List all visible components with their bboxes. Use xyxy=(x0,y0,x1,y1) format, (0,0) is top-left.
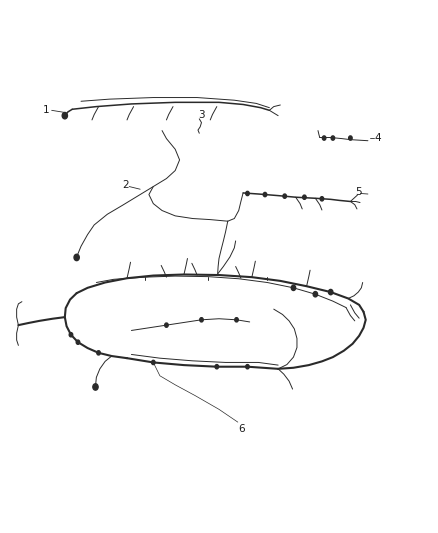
Circle shape xyxy=(328,289,333,295)
Circle shape xyxy=(331,136,335,140)
Circle shape xyxy=(303,195,306,199)
Circle shape xyxy=(320,197,324,201)
Circle shape xyxy=(263,192,267,197)
Circle shape xyxy=(152,360,155,365)
Circle shape xyxy=(69,333,73,337)
Circle shape xyxy=(246,365,249,369)
Circle shape xyxy=(93,384,98,390)
Circle shape xyxy=(62,112,67,119)
Circle shape xyxy=(74,254,79,261)
Text: 2: 2 xyxy=(122,181,128,190)
Text: 6: 6 xyxy=(238,424,244,433)
Circle shape xyxy=(349,136,352,140)
Text: 3: 3 xyxy=(198,110,205,119)
Circle shape xyxy=(215,365,219,369)
Circle shape xyxy=(322,136,326,140)
Text: 1: 1 xyxy=(43,106,49,115)
Circle shape xyxy=(291,285,296,290)
Text: 5: 5 xyxy=(356,187,362,197)
Circle shape xyxy=(200,318,203,322)
Circle shape xyxy=(235,318,238,322)
Circle shape xyxy=(165,323,168,327)
Circle shape xyxy=(283,194,286,198)
Circle shape xyxy=(246,191,249,196)
Text: 4: 4 xyxy=(374,133,381,142)
Circle shape xyxy=(313,292,318,297)
Circle shape xyxy=(76,340,80,344)
Circle shape xyxy=(97,351,100,355)
